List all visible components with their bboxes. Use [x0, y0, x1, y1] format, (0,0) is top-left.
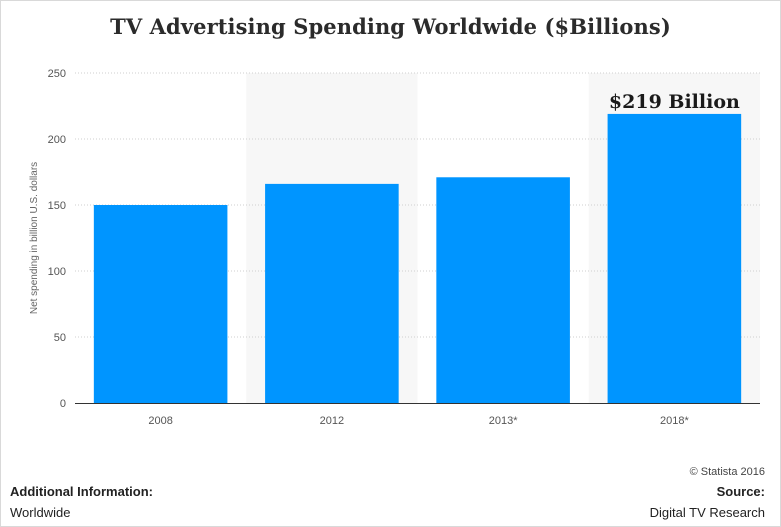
x-axis-ticks: 2008 2012 2013* 2018* [148, 415, 689, 427]
y-tick-label: 150 [48, 200, 66, 212]
y-tick-label: 0 [60, 398, 66, 410]
source-value: Digital TV Research [649, 505, 765, 520]
y-tick-label: 200 [48, 134, 66, 146]
bar-annotation: $219 Billion [609, 91, 740, 113]
chart-title: TV Advertising Spending Worldwide ($Bill… [110, 14, 671, 39]
y-tick-label: 100 [48, 266, 66, 278]
bar [436, 177, 570, 403]
bar [93, 205, 228, 403]
y-tick-label: 50 [54, 332, 66, 344]
y-axis-ticks: 0 50 100 150 200 250 [48, 68, 66, 410]
y-axis-label: Net spending in billion U.S. dollars [29, 162, 40, 314]
x-tick-label: 2018* [660, 415, 689, 427]
additional-info-label: Additional Information: [10, 484, 153, 499]
x-tick-label: 2013* [489, 415, 518, 427]
x-tick-label: 2008 [148, 415, 172, 427]
copyright-text: © Statista 2016 [689, 466, 765, 478]
x-tick-label: 2012 [320, 415, 344, 427]
additional-info-value: Worldwide [10, 505, 71, 520]
bars [93, 113, 742, 404]
bar [607, 113, 742, 404]
bar [265, 183, 399, 403]
source-label: Source: [716, 484, 765, 499]
y-tick-label: 250 [48, 68, 66, 80]
